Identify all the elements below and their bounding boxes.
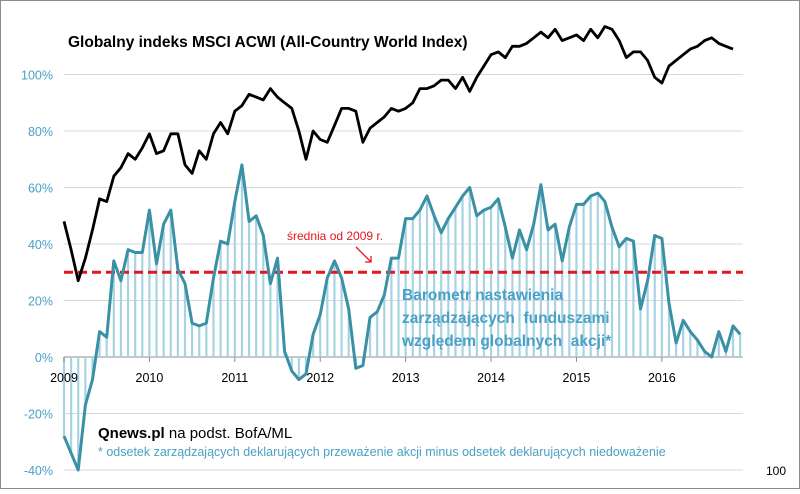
reference-line-label: średnia od 2009 r.: [287, 229, 383, 243]
barometer-label-line-1: Barometr nastawienia: [402, 287, 563, 304]
barometer-line: [62, 163, 742, 472]
footnote: * odsetek zarządzających deklarujących p…: [98, 445, 666, 459]
chart-title: Globalny indeks MSCI ACWI (All-Country W…: [68, 34, 468, 51]
y-tick-label: 100%: [21, 69, 53, 83]
y-axis-ticks: -40% -20% 0% 20% 40% 60% 80% 100%: [21, 69, 53, 479]
source-text: na podst. BofA/ML: [165, 425, 293, 442]
y-tick-label: 60%: [28, 182, 53, 196]
corner-label: 100: [766, 464, 786, 478]
x-tick-label: 2010: [136, 371, 164, 385]
barometer-bars: [62, 164, 742, 470]
x-tick-label: 2012: [306, 371, 334, 385]
y-tick-label: -20%: [24, 408, 53, 422]
source-brand: Qnews.pl: [98, 425, 165, 442]
x-tick-label: 2014: [477, 371, 505, 385]
source-note: Qnews.pl na podst. BofA/ML: [98, 425, 292, 442]
x-tick-label: 2013: [392, 371, 420, 385]
index-line: [62, 25, 734, 283]
x-tick-label: 2011: [221, 371, 248, 385]
x-tick-label: 2015: [563, 371, 591, 385]
x-tick-label: 2016: [648, 371, 676, 385]
series-lines: [62, 25, 743, 472]
reference-arrow-icon: [355, 246, 372, 263]
y-tick-label: 40%: [28, 238, 53, 252]
y-tick-label: 80%: [28, 125, 53, 139]
barometer-label-line-3: względem globalnych akcji*: [401, 333, 612, 350]
x-axis-ticks: 2009 2010 2011 2012 2013 2014 2015 2016: [50, 357, 676, 385]
y-tick-label: 20%: [28, 295, 53, 309]
y-tick-label: -40%: [24, 464, 53, 478]
x-tick-label: 2009: [50, 371, 78, 385]
barometer-label-line-2: zarządzających funduszami: [402, 310, 610, 327]
y-tick-label: 0%: [35, 351, 53, 365]
